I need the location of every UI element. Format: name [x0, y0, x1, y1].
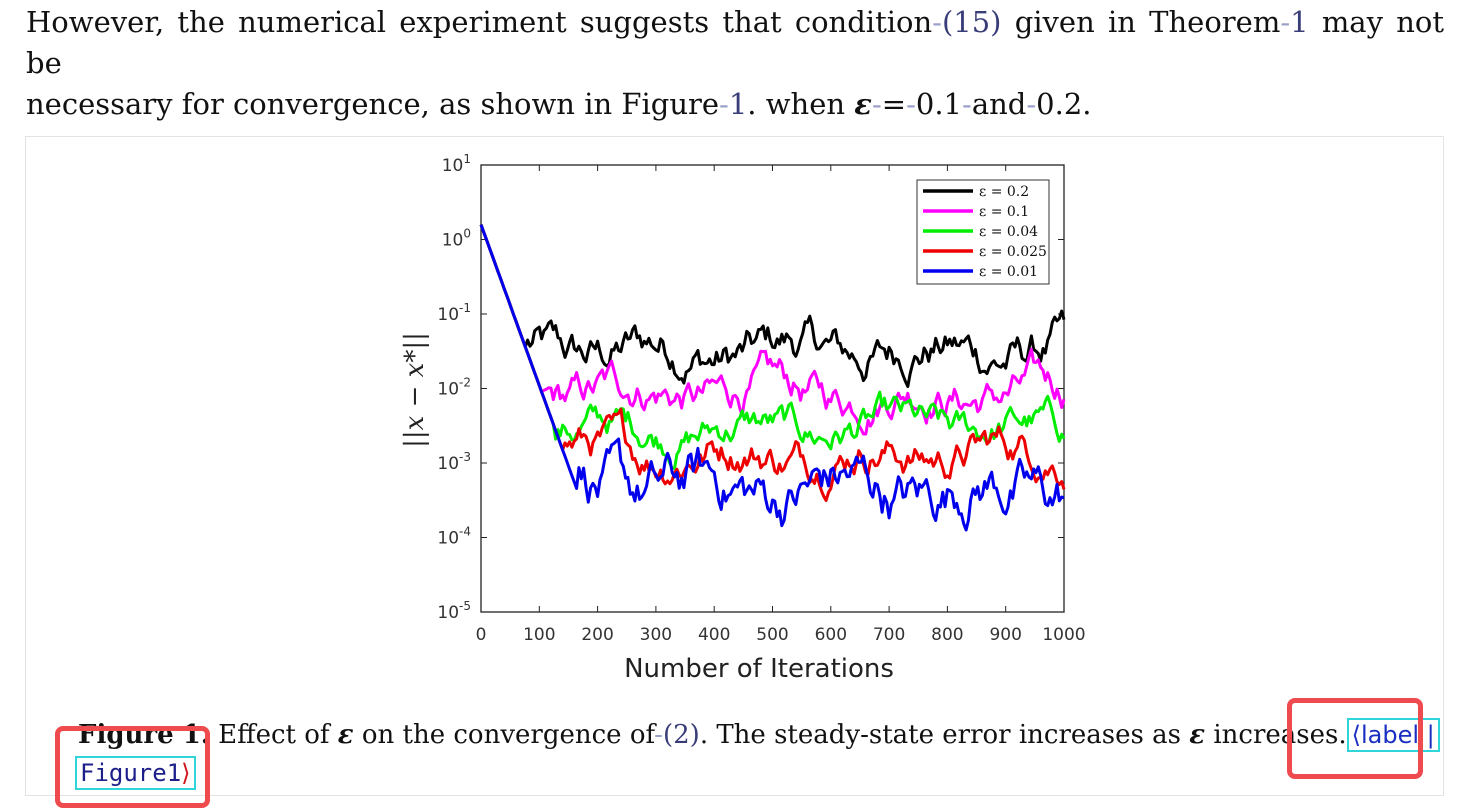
label-tag-value[interactable]: Figure1⟩ — [75, 756, 196, 790]
series-line — [479, 224, 1065, 532]
y-tick-label: 10-1 — [437, 301, 471, 325]
equation-ref-15[interactable]: (15) — [941, 5, 1002, 39]
highlight-box-right — [1287, 698, 1423, 779]
chart-series — [479, 224, 1066, 532]
y-tick-label: 101 — [442, 152, 471, 176]
x-tick-label: 100 — [523, 625, 555, 645]
y-axis-label: ||x − x*|| — [400, 332, 430, 448]
x-tick-label: 700 — [873, 625, 905, 645]
x-tick-label: 1000 — [1042, 625, 1085, 645]
x-tick-label: 900 — [989, 625, 1021, 645]
label-tag-value-row: Figure1⟩ — [75, 756, 196, 790]
legend-entry: ε = 0.025 — [979, 244, 1047, 260]
x-tick-label: 400 — [698, 625, 730, 645]
y-tick-label: 10-3 — [437, 450, 471, 474]
x-tick-label: 500 — [756, 625, 788, 645]
x-tick-label: 200 — [581, 625, 613, 645]
x-tick-label: 600 — [815, 625, 847, 645]
x-tick-label: 300 — [640, 625, 672, 645]
chart-legend: ε = 0.2 ε = 0.1 ε = 0.04 ε = 0.025 ε = 0.01 — [916, 179, 1050, 285]
y-tick-label: 10-5 — [437, 599, 471, 623]
figure-ref[interactable]: 1 — [728, 87, 748, 121]
y-tick-label: 100 — [442, 227, 471, 251]
legend-entry: ε = 0.1 — [979, 204, 1029, 220]
series-line — [479, 224, 1066, 502]
y-tick-label: 10-4 — [437, 525, 471, 549]
equation-ref-2[interactable]: (2) — [662, 720, 700, 750]
para-text: However, the numerical experiment sugges… — [26, 5, 933, 39]
highlight-box-left — [55, 726, 210, 808]
series-line — [479, 224, 1066, 388]
legend-entry: ε = 0.04 — [979, 224, 1038, 240]
x-axis-label: Number of Iterations — [624, 654, 894, 684]
epsilon-symbol: ε — [854, 87, 872, 121]
series-line — [479, 224, 1066, 436]
caption-label: Figure 1. — [78, 720, 210, 750]
y-tick-label: 10-2 — [437, 376, 471, 400]
legend-entry: ε = 0.2 — [979, 184, 1029, 200]
x-tick-label: 0 — [476, 625, 487, 645]
x-tick-label: 800 — [931, 625, 963, 645]
theorem-ref[interactable]: 1 — [1290, 5, 1309, 39]
legend-entry: ε = 0.01 — [979, 264, 1038, 280]
body-paragraph: However, the numerical experiment sugges… — [26, 5, 1444, 121]
figure-caption: Figure 1. Effect of ε on the convergence… — [78, 718, 1440, 753]
